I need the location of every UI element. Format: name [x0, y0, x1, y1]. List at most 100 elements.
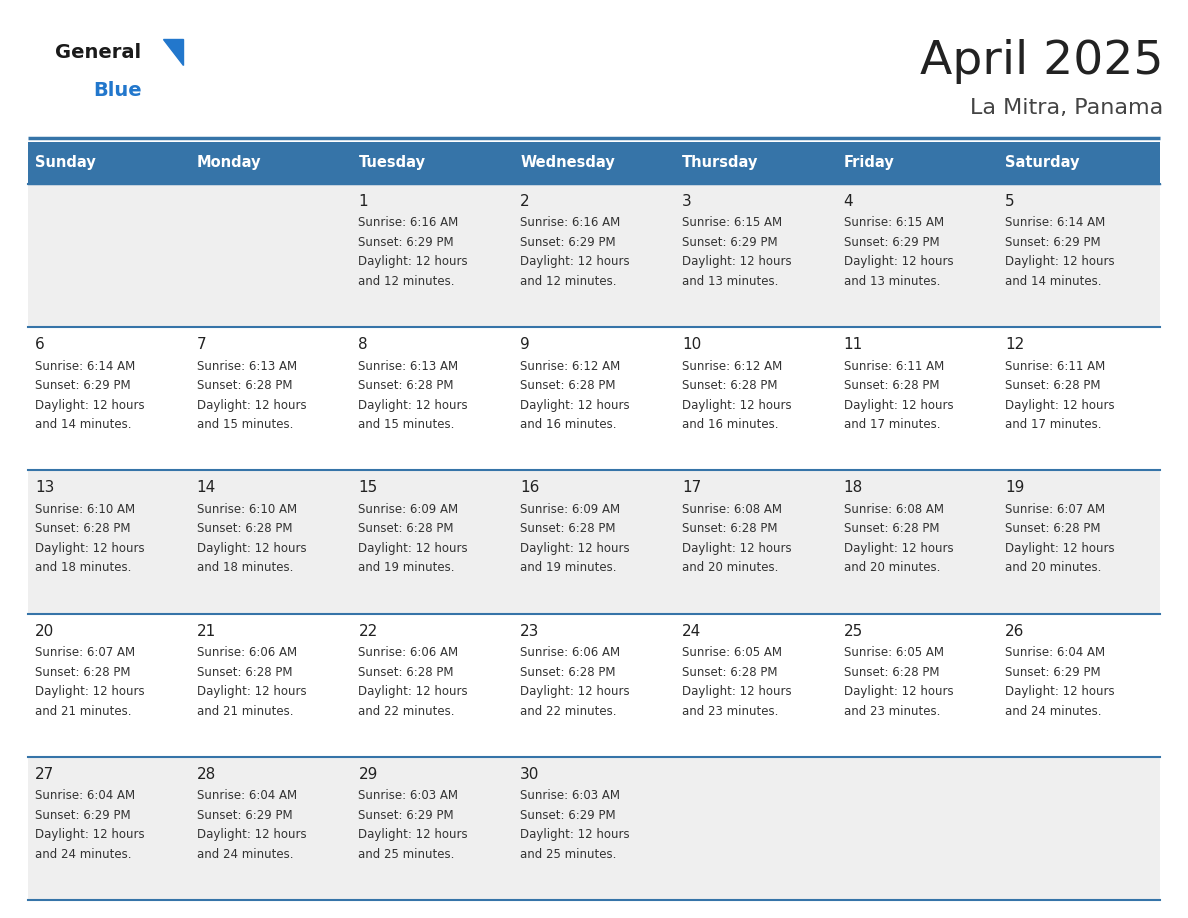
- FancyBboxPatch shape: [998, 184, 1159, 327]
- Text: and 17 minutes.: and 17 minutes.: [843, 419, 940, 431]
- FancyBboxPatch shape: [352, 142, 513, 184]
- Text: and 16 minutes.: and 16 minutes.: [682, 419, 778, 431]
- Polygon shape: [163, 39, 183, 64]
- Text: Sunset: 6:28 PM: Sunset: 6:28 PM: [520, 522, 615, 535]
- Text: Sunrise: 6:15 AM: Sunrise: 6:15 AM: [682, 217, 782, 230]
- Text: and 12 minutes.: and 12 minutes.: [359, 275, 455, 288]
- Text: Sunrise: 6:11 AM: Sunrise: 6:11 AM: [843, 360, 943, 373]
- Text: 11: 11: [843, 337, 862, 353]
- Text: 24: 24: [682, 623, 701, 639]
- Text: Daylight: 12 hours: Daylight: 12 hours: [34, 398, 145, 411]
- FancyBboxPatch shape: [190, 327, 352, 470]
- Text: Daylight: 12 hours: Daylight: 12 hours: [1005, 685, 1114, 698]
- Text: Sunrise: 6:09 AM: Sunrise: 6:09 AM: [520, 503, 620, 516]
- Text: and 25 minutes.: and 25 minutes.: [520, 848, 617, 861]
- Text: Daylight: 12 hours: Daylight: 12 hours: [682, 685, 791, 698]
- FancyBboxPatch shape: [352, 327, 513, 470]
- FancyBboxPatch shape: [190, 142, 352, 184]
- Text: Daylight: 12 hours: Daylight: 12 hours: [34, 542, 145, 554]
- FancyBboxPatch shape: [513, 613, 675, 756]
- Text: Daylight: 12 hours: Daylight: 12 hours: [520, 828, 630, 841]
- Text: Sunset: 6:29 PM: Sunset: 6:29 PM: [34, 809, 131, 822]
- FancyBboxPatch shape: [190, 470, 352, 613]
- Text: and 25 minutes.: and 25 minutes.: [359, 848, 455, 861]
- Text: Sunrise: 6:10 AM: Sunrise: 6:10 AM: [197, 503, 297, 516]
- Text: and 14 minutes.: and 14 minutes.: [1005, 275, 1101, 288]
- Text: Sunset: 6:29 PM: Sunset: 6:29 PM: [359, 809, 454, 822]
- Text: 29: 29: [359, 767, 378, 782]
- Text: Sunset: 6:28 PM: Sunset: 6:28 PM: [197, 379, 292, 392]
- Text: Sunset: 6:28 PM: Sunset: 6:28 PM: [682, 666, 777, 678]
- Text: April 2025: April 2025: [920, 39, 1163, 84]
- Text: and 15 minutes.: and 15 minutes.: [197, 419, 293, 431]
- Text: Daylight: 12 hours: Daylight: 12 hours: [843, 255, 953, 268]
- Text: 21: 21: [197, 623, 216, 639]
- Text: Daylight: 12 hours: Daylight: 12 hours: [197, 398, 307, 411]
- Text: Sunrise: 6:06 AM: Sunrise: 6:06 AM: [359, 646, 459, 659]
- Text: Daylight: 12 hours: Daylight: 12 hours: [34, 685, 145, 698]
- Text: and 19 minutes.: and 19 minutes.: [520, 562, 617, 575]
- FancyBboxPatch shape: [352, 756, 513, 900]
- Text: Sunset: 6:28 PM: Sunset: 6:28 PM: [197, 522, 292, 535]
- Text: 25: 25: [843, 623, 862, 639]
- Text: 23: 23: [520, 623, 539, 639]
- Text: Sunrise: 6:12 AM: Sunrise: 6:12 AM: [682, 360, 782, 373]
- Text: Sunset: 6:28 PM: Sunset: 6:28 PM: [843, 522, 939, 535]
- Text: 17: 17: [682, 480, 701, 496]
- FancyBboxPatch shape: [675, 470, 836, 613]
- Text: Sunset: 6:28 PM: Sunset: 6:28 PM: [682, 522, 777, 535]
- Text: Sunrise: 6:07 AM: Sunrise: 6:07 AM: [1005, 503, 1105, 516]
- Text: Sunrise: 6:12 AM: Sunrise: 6:12 AM: [520, 360, 620, 373]
- Text: 22: 22: [359, 623, 378, 639]
- Text: and 23 minutes.: and 23 minutes.: [682, 705, 778, 718]
- Text: Sunset: 6:29 PM: Sunset: 6:29 PM: [34, 379, 131, 392]
- Text: Sunrise: 6:11 AM: Sunrise: 6:11 AM: [1005, 360, 1106, 373]
- Text: and 24 minutes.: and 24 minutes.: [34, 848, 132, 861]
- Text: Thursday: Thursday: [682, 155, 758, 171]
- Text: Sunrise: 6:06 AM: Sunrise: 6:06 AM: [520, 646, 620, 659]
- Text: and 13 minutes.: and 13 minutes.: [682, 275, 778, 288]
- Text: and 22 minutes.: and 22 minutes.: [359, 705, 455, 718]
- Text: Daylight: 12 hours: Daylight: 12 hours: [1005, 255, 1114, 268]
- Text: 12: 12: [1005, 337, 1024, 353]
- Text: Sunset: 6:28 PM: Sunset: 6:28 PM: [197, 666, 292, 678]
- Text: 15: 15: [359, 480, 378, 496]
- FancyBboxPatch shape: [998, 756, 1159, 900]
- FancyBboxPatch shape: [352, 470, 513, 613]
- Text: and 24 minutes.: and 24 minutes.: [1005, 705, 1101, 718]
- FancyBboxPatch shape: [29, 184, 190, 327]
- Text: Sunset: 6:28 PM: Sunset: 6:28 PM: [682, 379, 777, 392]
- FancyBboxPatch shape: [513, 184, 675, 327]
- Text: 30: 30: [520, 767, 539, 782]
- Text: Sunrise: 6:06 AM: Sunrise: 6:06 AM: [197, 646, 297, 659]
- FancyBboxPatch shape: [675, 756, 836, 900]
- Text: Sunrise: 6:04 AM: Sunrise: 6:04 AM: [1005, 646, 1105, 659]
- FancyBboxPatch shape: [513, 142, 675, 184]
- Text: 8: 8: [359, 337, 368, 353]
- Text: 28: 28: [197, 767, 216, 782]
- Text: Sunrise: 6:16 AM: Sunrise: 6:16 AM: [520, 217, 620, 230]
- FancyBboxPatch shape: [998, 327, 1159, 470]
- Text: Sunrise: 6:04 AM: Sunrise: 6:04 AM: [34, 789, 135, 802]
- Text: Daylight: 12 hours: Daylight: 12 hours: [520, 685, 630, 698]
- FancyBboxPatch shape: [675, 327, 836, 470]
- Text: Daylight: 12 hours: Daylight: 12 hours: [34, 828, 145, 841]
- Text: Monday: Monday: [197, 155, 261, 171]
- Text: 27: 27: [34, 767, 55, 782]
- Text: Sunset: 6:29 PM: Sunset: 6:29 PM: [843, 236, 940, 249]
- Text: Daylight: 12 hours: Daylight: 12 hours: [197, 542, 307, 554]
- Text: Daylight: 12 hours: Daylight: 12 hours: [197, 828, 307, 841]
- Text: Sunrise: 6:13 AM: Sunrise: 6:13 AM: [197, 360, 297, 373]
- Text: Sunset: 6:29 PM: Sunset: 6:29 PM: [520, 809, 615, 822]
- Text: Sunrise: 6:05 AM: Sunrise: 6:05 AM: [682, 646, 782, 659]
- Text: Sunrise: 6:15 AM: Sunrise: 6:15 AM: [843, 217, 943, 230]
- FancyBboxPatch shape: [675, 142, 836, 184]
- Text: Sunrise: 6:14 AM: Sunrise: 6:14 AM: [34, 360, 135, 373]
- Text: 7: 7: [197, 337, 207, 353]
- Text: Daylight: 12 hours: Daylight: 12 hours: [359, 542, 468, 554]
- Text: Daylight: 12 hours: Daylight: 12 hours: [682, 542, 791, 554]
- Text: and 13 minutes.: and 13 minutes.: [843, 275, 940, 288]
- Text: Daylight: 12 hours: Daylight: 12 hours: [843, 542, 953, 554]
- FancyBboxPatch shape: [513, 327, 675, 470]
- Text: and 12 minutes.: and 12 minutes.: [520, 275, 617, 288]
